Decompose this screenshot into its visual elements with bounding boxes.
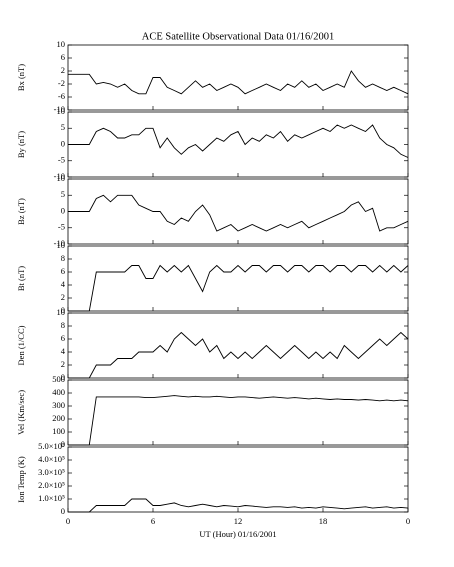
data-line <box>68 70 409 95</box>
panel-frame <box>67 111 409 178</box>
y-axis-label: Vel (Km/sec) <box>16 390 26 435</box>
y-tick-label: 10 <box>57 173 66 183</box>
x-tick-label: 0 <box>66 516 70 526</box>
y-tick-label: -10 <box>54 238 65 248</box>
y-tick-label: 4 <box>61 279 66 289</box>
x-tick-label: 18 <box>319 516 328 526</box>
y-tick-label: -5 <box>58 222 65 232</box>
y-tick-label: 2 <box>61 292 65 302</box>
panel-frame <box>67 44 409 111</box>
y-tick-label: 0 <box>61 305 65 315</box>
y-axis-label: Bt (nT) <box>16 266 26 291</box>
y-tick-label: -10 <box>54 104 65 114</box>
y-tick-label: 4.0×10⁵ <box>38 454 65 464</box>
y-tick-label: 0 <box>61 205 65 215</box>
y-tick-label: 6 <box>61 266 65 276</box>
data-line <box>68 395 409 446</box>
y-tick-label: 2 <box>61 65 65 75</box>
x-tick-label: 0 <box>406 516 410 526</box>
y-tick-label: 8 <box>61 320 65 330</box>
y-tick-label: -10 <box>54 171 65 181</box>
y-tick-label: 8 <box>61 253 65 263</box>
y-tick-label: 5 <box>61 122 65 132</box>
panel-frame <box>67 245 409 312</box>
y-tick-label: 10 <box>57 106 66 116</box>
y-tick-label: 0 <box>61 439 65 449</box>
y-axis-label: Bx (nT) <box>16 64 26 91</box>
x-tick-label: 12 <box>234 516 243 526</box>
y-tick-label: 5.0×10⁵ <box>38 441 65 451</box>
y-tick-label: -6 <box>58 91 65 101</box>
y-tick-label: 200 <box>52 413 65 423</box>
y-tick-label: 10 <box>57 240 66 250</box>
y-tick-label: 500 <box>52 374 65 384</box>
y-tick-label: 0 <box>61 138 65 148</box>
y-tick-label: 6 <box>61 52 65 62</box>
data-line <box>68 264 409 312</box>
panel-frame <box>67 178 409 245</box>
y-tick-label: 5 <box>61 189 65 199</box>
data-line <box>68 194 409 232</box>
x-axis-label: UT (Hour) 01/16/2001 <box>199 529 276 539</box>
x-tick-label: 6 <box>151 516 155 526</box>
data-line <box>68 498 409 513</box>
y-tick-label: 300 <box>52 400 65 410</box>
y-tick-label: 400 <box>52 387 65 397</box>
data-line <box>68 124 409 158</box>
y-tick-label: 4 <box>61 346 66 356</box>
y-axis-label: Ion Temp (K) <box>16 456 26 503</box>
y-axis-label: By (nT) <box>16 131 26 158</box>
y-tick-label: 0 <box>61 372 65 382</box>
y-tick-label: 0 <box>61 506 65 516</box>
y-axis-label: Bz (nT) <box>16 198 26 225</box>
panel-frame <box>67 379 409 446</box>
y-tick-label: 3.0×10⁵ <box>38 467 65 477</box>
data-line <box>68 331 409 379</box>
y-tick-label: 1.0×10⁵ <box>38 493 65 503</box>
y-tick-label: 100 <box>52 426 65 436</box>
y-tick-label: 2 <box>61 359 65 369</box>
y-tick-label: -2 <box>58 78 65 88</box>
y-tick-label: -5 <box>58 155 65 165</box>
y-tick-label: 10 <box>57 39 66 49</box>
panel-frame <box>67 446 409 513</box>
panel-frame <box>67 312 409 379</box>
y-tick-label: 10 <box>57 307 66 317</box>
chart-title: ACE Satellite Observational Data 01/16/2… <box>142 31 334 42</box>
y-axis-label: Den (1/CC) <box>16 325 26 365</box>
y-tick-label: 2.0×10⁵ <box>38 480 65 490</box>
y-tick-label: 6 <box>61 333 65 343</box>
